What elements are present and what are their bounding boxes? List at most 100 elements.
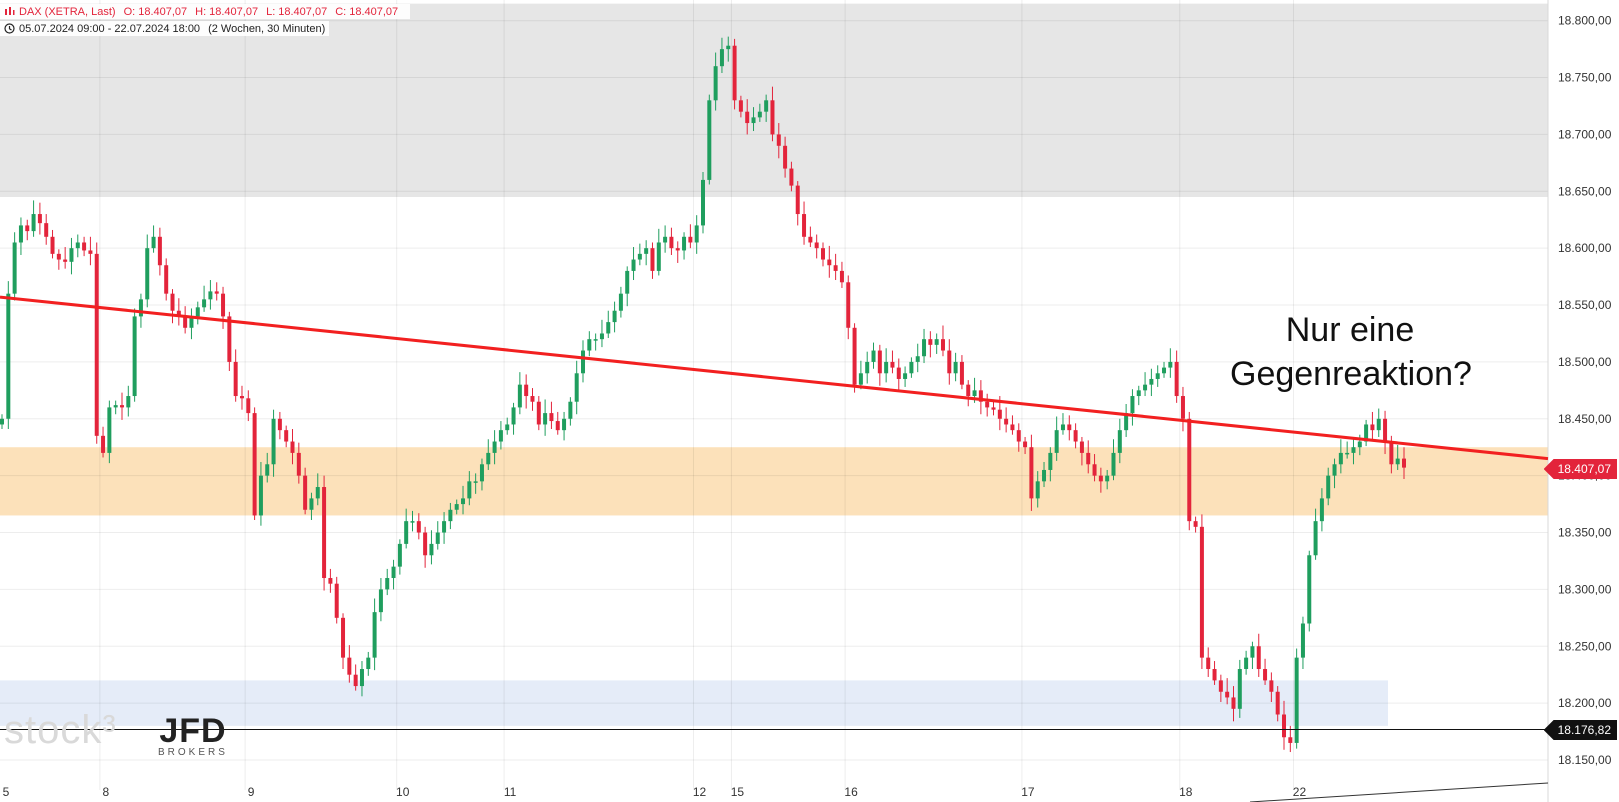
candle — [107, 407, 112, 453]
trendline — [0, 295, 1549, 461]
candle — [991, 407, 996, 410]
annotation-line-1: Nur eine — [1285, 311, 1415, 349]
y-axis-tick-label: 18.600,00 — [1558, 241, 1612, 255]
candle — [164, 265, 169, 294]
candle — [555, 421, 560, 431]
candle — [454, 504, 459, 510]
candle — [303, 475, 308, 510]
close-value: 18.407,07 — [349, 5, 399, 18]
candle — [669, 236, 674, 249]
candle — [151, 236, 156, 249]
chart-annotation: Nur eine Gegenreaktion? — [1230, 308, 1472, 396]
candle — [290, 441, 295, 453]
candle — [359, 669, 364, 687]
candle — [88, 250, 93, 254]
candle — [126, 396, 131, 408]
candle — [789, 168, 794, 186]
candle — [833, 265, 838, 271]
candle — [391, 566, 396, 579]
candle — [208, 291, 213, 300]
candle — [296, 452, 301, 476]
range-row: 05.07.2024 09:00 - 22.07.2024 18:00 (2 W… — [0, 21, 330, 36]
candle — [1092, 464, 1097, 476]
candle — [814, 242, 819, 249]
candle — [1319, 498, 1324, 522]
candle — [44, 223, 49, 237]
candle — [1130, 396, 1135, 414]
x-axis-tick-label: 22 — [1293, 785, 1307, 799]
candle — [713, 66, 718, 101]
candle — [6, 293, 11, 419]
candle — [347, 657, 352, 675]
candle — [637, 253, 642, 260]
candle — [138, 299, 143, 317]
candle — [1313, 521, 1318, 556]
candle — [1326, 475, 1331, 499]
candle — [543, 413, 548, 425]
candle — [429, 543, 434, 556]
candle — [1225, 691, 1230, 698]
candle — [265, 464, 270, 476]
candle — [1180, 396, 1185, 419]
x-axis-tick-label: 17 — [1021, 785, 1035, 799]
candle — [978, 390, 983, 402]
y-axis-tick-label: 18.550,00 — [1558, 298, 1612, 312]
candle — [1187, 418, 1192, 522]
candle — [972, 390, 977, 397]
candle — [865, 361, 870, 374]
horizontal-line-price-tag: 18.176,82 — [1543, 720, 1617, 740]
candle — [581, 350, 586, 374]
last-price-tag: 18.407,07 — [1543, 459, 1617, 479]
x-axis-tick-label: 11 — [504, 785, 517, 799]
candle — [1067, 424, 1072, 431]
chart-type-icon[interactable] — [4, 6, 15, 17]
candle — [1117, 430, 1122, 453]
candle — [378, 589, 383, 613]
x-axis-tick-label: 8 — [103, 785, 110, 799]
candle — [511, 407, 516, 425]
candle — [682, 236, 687, 251]
candle — [353, 674, 358, 687]
candle — [896, 367, 901, 379]
candle — [644, 248, 649, 254]
candle — [1345, 452, 1350, 455]
x-axis-tick-label: 12 — [693, 785, 707, 799]
candle — [751, 117, 756, 124]
candle — [562, 418, 567, 431]
candle — [1199, 526, 1204, 658]
open-label: O: — [123, 5, 136, 18]
candle — [195, 307, 200, 317]
candle — [113, 405, 118, 408]
candle — [1282, 714, 1287, 738]
x-axis-tick-label: 9 — [248, 785, 255, 799]
candle — [1168, 361, 1173, 368]
candle — [783, 145, 788, 169]
candle — [593, 339, 598, 341]
candle — [1206, 657, 1211, 670]
candle — [1048, 452, 1053, 470]
candle — [549, 413, 554, 422]
candle — [189, 316, 194, 328]
candle — [473, 481, 478, 483]
candle — [694, 225, 699, 243]
candle — [795, 185, 800, 215]
candle — [612, 310, 617, 323]
candle — [214, 291, 219, 294]
candle — [277, 418, 282, 431]
candle — [1288, 737, 1293, 743]
y-axis-tick-label: 18.700,00 — [1558, 127, 1612, 141]
candle — [625, 270, 630, 294]
candle — [1098, 475, 1103, 482]
candle — [334, 583, 339, 618]
candle — [776, 134, 781, 146]
candle — [663, 236, 668, 243]
annotation-line-2: Gegenreaktion? — [1230, 355, 1472, 393]
candle — [530, 396, 535, 402]
candle — [1136, 390, 1141, 397]
candle — [18, 225, 23, 243]
candle — [656, 242, 661, 271]
candle — [309, 498, 314, 510]
candle — [820, 248, 825, 260]
candle — [1149, 378, 1154, 385]
